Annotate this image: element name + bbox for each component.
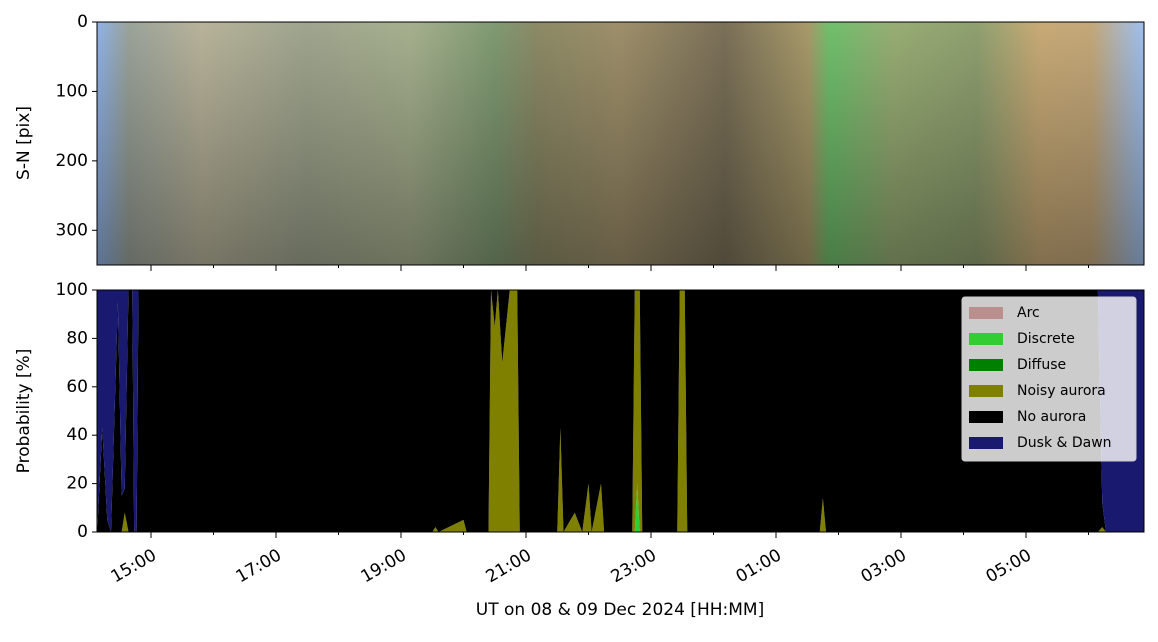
top-frame: [96, 21, 1145, 266]
x-tick-label: 05:00: [983, 545, 1035, 587]
legend-swatch: [969, 359, 1003, 371]
legend-label: No aurora: [1017, 409, 1086, 425]
legend-label: Diffuse: [1017, 357, 1066, 373]
y-tick-label: 300: [56, 220, 88, 240]
bottom-frame: [96, 289, 1145, 533]
legend-box: [961, 296, 1137, 462]
y-tick-label: 100: [56, 81, 88, 101]
y-tick-label: 60: [66, 377, 88, 397]
y-tick-label: 0: [77, 522, 88, 542]
legend-label: Noisy aurora: [1017, 383, 1106, 399]
x-tick-label: 19:00: [358, 545, 410, 587]
x-tick-label: 03:00: [858, 545, 910, 587]
y-tick-label: 20: [66, 474, 88, 494]
legend-swatch: [969, 333, 1003, 345]
area: [97, 290, 1145, 532]
x-tick-label: 17:00: [233, 545, 285, 587]
y-tick-label: 40: [66, 425, 88, 445]
y-tick-label: 80: [66, 328, 88, 348]
legend-swatch: [969, 437, 1003, 449]
y-axis-label: Probability [%]: [14, 349, 34, 474]
x-tick-label: 15:00: [108, 545, 160, 587]
x-tick-label: 23:00: [608, 545, 660, 587]
keogram-shade: [97, 22, 1144, 265]
legend-swatch: [969, 411, 1003, 423]
y-tick-label: 0: [77, 12, 88, 32]
x-axis-label: UT on 08 & 09 Dec 2024 [HH:MM]: [476, 600, 764, 620]
legend-swatch: [969, 385, 1003, 397]
y-axis-label: S-N [pix]: [14, 106, 34, 180]
y-tick-label: 200: [56, 151, 88, 171]
legend-label: Arc: [1017, 305, 1040, 321]
y-tick-label: 100: [56, 280, 88, 300]
legend-label: Discrete: [1017, 331, 1075, 347]
x-tick-label: 01:00: [733, 545, 785, 587]
x-tick-label: 21:00: [483, 545, 535, 587]
legend-swatch: [969, 307, 1003, 319]
legend-label: Dusk & Dawn: [1017, 435, 1112, 451]
